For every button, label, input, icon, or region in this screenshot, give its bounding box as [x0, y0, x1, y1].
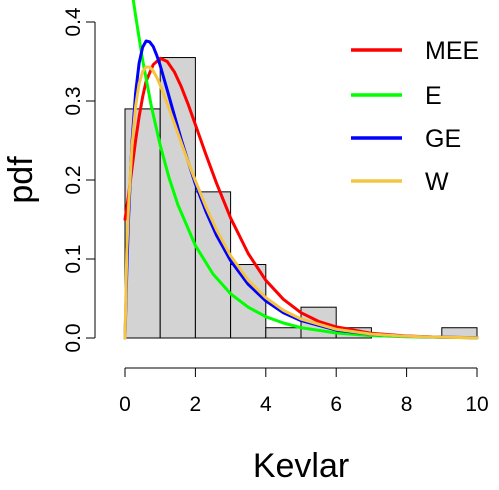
legend-label-mee: MEE — [425, 37, 479, 65]
histogram-bar — [124, 108, 161, 339]
curve-mee — [123, 56, 479, 340]
curve-w — [123, 65, 479, 340]
x-tick-label: 2 — [190, 393, 202, 416]
histogram-bar — [265, 327, 302, 339]
legend-label-w: W — [425, 168, 449, 196]
x-tick-label: 10 — [465, 393, 488, 416]
y-tick-label: 0.0 — [62, 323, 85, 352]
x-tick-label: 8 — [401, 393, 413, 416]
y-axis-label: pdf — [2, 156, 40, 204]
x-axis-ticks: 0 2 4 6 8 10 — [119, 368, 489, 416]
histogram-bar — [230, 264, 267, 339]
legend-label-e: E — [425, 82, 442, 110]
histogram-bars — [124, 57, 478, 339]
legend: MEE E GE W — [351, 37, 479, 196]
y-tick-label: 0.4 — [62, 7, 85, 37]
density-curves — [123, 0, 479, 340]
x-axis-label: Kevlar — [253, 447, 349, 485]
x-tick-label: 4 — [260, 393, 272, 416]
y-tick-label: 0.3 — [62, 86, 85, 115]
y-tick-label: 0.1 — [62, 244, 85, 273]
curve-e — [131, 0, 479, 340]
x-tick-label: 6 — [330, 393, 342, 416]
histogram-bar — [194, 191, 232, 339]
x-tick-label: 0 — [119, 393, 131, 416]
y-tick-label: 0.2 — [62, 165, 85, 194]
y-axis-ticks: 0.0 0.1 0.2 0.3 0.4 — [62, 7, 95, 353]
legend-label-ge: GE — [425, 125, 461, 153]
